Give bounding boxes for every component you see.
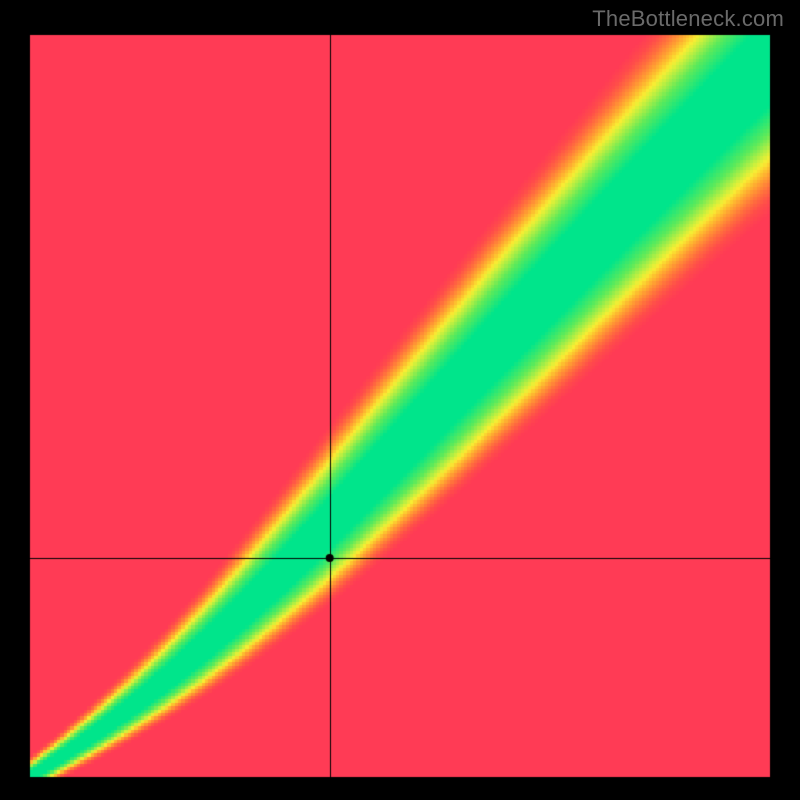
chart-container: TheBottleneck.com (0, 0, 800, 800)
heatmap-canvas (0, 0, 800, 800)
watermark-text: TheBottleneck.com (592, 6, 784, 32)
